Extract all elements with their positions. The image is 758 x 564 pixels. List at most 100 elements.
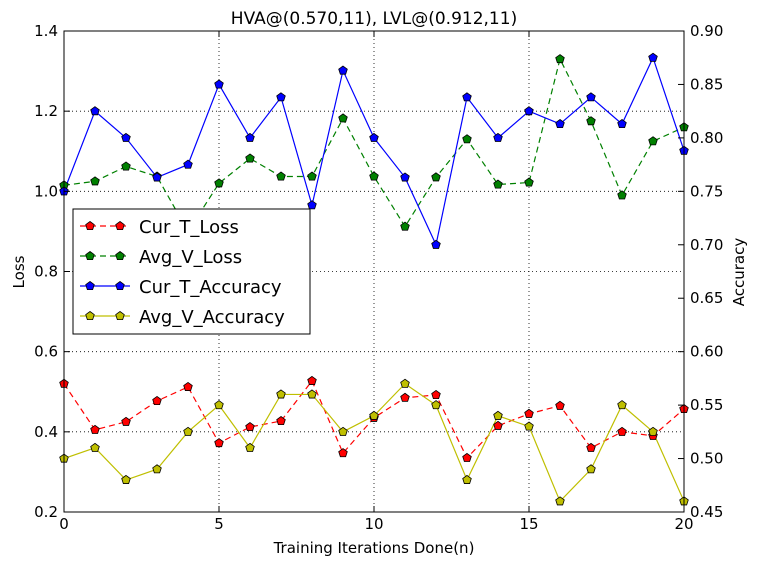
- data-point-cur-t-loss: [524, 408, 534, 418]
- data-point-cur-t-accuracy: [121, 132, 131, 142]
- data-point-cur-t-accuracy: [152, 172, 162, 182]
- y-right-tick-label: 0.75: [690, 182, 723, 200]
- chart-title: HVA@(0.570,11), LVL@(0.912,11): [231, 9, 517, 29]
- data-point-cur-t-loss: [338, 448, 348, 458]
- data-point-avg-v-accuracy: [307, 389, 317, 399]
- data-point-avg-v-loss: [307, 171, 317, 181]
- data-point-cur-t-loss: [183, 381, 193, 391]
- legend: Cur_T_Loss Avg_V_Loss Cur_T_Accuracy Avg_V_…: [72, 208, 311, 335]
- y-left-tick-label: 1.0: [34, 182, 58, 200]
- x-tick-label: 20: [674, 515, 693, 533]
- data-point-avg-v-loss: [462, 134, 472, 144]
- data-point-avg-v-accuracy: [462, 474, 472, 484]
- data-point-cur-t-accuracy: [524, 106, 534, 116]
- data-point-cur-t-loss: [431, 389, 441, 400]
- y-right-tick-label: 0.55: [690, 396, 723, 414]
- data-point-cur-t-accuracy: [431, 239, 441, 249]
- data-point-avg-v-loss: [245, 153, 255, 163]
- data-point-avg-v-loss: [369, 171, 379, 181]
- data-point-cur-t-accuracy: [462, 92, 472, 102]
- data-point-avg-v-accuracy: [90, 442, 100, 452]
- data-point-cur-t-accuracy: [369, 132, 379, 142]
- series-line-avg-v-loss: [64, 57, 684, 233]
- data-point-cur-t-accuracy: [307, 200, 317, 210]
- data-point-avg-v-accuracy: [338, 426, 348, 436]
- data-point-cur-t-loss: [617, 426, 627, 436]
- x-tick-label: 10: [364, 515, 383, 533]
- data-point-avg-v-loss: [524, 177, 534, 187]
- y-left-tick-label: 0.8: [34, 263, 58, 281]
- data-point-cur-t-loss: [307, 375, 317, 385]
- data-point-avg-v-accuracy: [276, 389, 286, 399]
- data-point-avg-v-accuracy: [493, 410, 503, 420]
- legend-marker: [115, 281, 125, 291]
- data-point-cur-t-loss: [493, 420, 503, 430]
- data-point-avg-v-accuracy: [369, 410, 379, 420]
- data-point-avg-v-loss: [338, 113, 348, 123]
- legend-label-avg-v-loss: Avg_V_Loss: [139, 247, 242, 268]
- y-left-tick-label: 1.2: [34, 102, 58, 120]
- legend-label-avg-v-accuracy: Avg_V_Accuracy: [139, 307, 285, 328]
- y-right-tick-label: 0.65: [690, 289, 723, 307]
- data-point-avg-v-accuracy: [431, 400, 441, 410]
- data-point-cur-t-loss: [152, 395, 162, 406]
- data-point-cur-t-accuracy: [245, 132, 255, 142]
- y-right-tick-label: 0.70: [690, 236, 723, 254]
- data-point-avg-v-accuracy: [617, 400, 627, 410]
- data-point-avg-v-loss: [648, 136, 658, 146]
- data-point-cur-t-loss: [462, 452, 472, 462]
- data-point-cur-t-accuracy: [555, 118, 565, 129]
- data-point-cur-t-accuracy: [90, 106, 100, 116]
- data-point-cur-t-accuracy: [648, 52, 658, 62]
- ticks: 0 5 10 15 20 0.2 0.4 0.6 0.8 1.0 1.2 1.4 0.45 0.50 0.5…: [34, 22, 723, 533]
- y-right-tick-label: 0.50: [690, 450, 723, 468]
- legend-label-cur-t-accuracy: Cur_T_Accuracy: [139, 277, 282, 298]
- y-right-tick-label: 0.85: [690, 75, 723, 93]
- data-point-cur-t-loss: [214, 438, 224, 448]
- data-point-avg-v-loss: [121, 161, 131, 171]
- data-point-avg-v-accuracy: [214, 400, 224, 410]
- legend-marker: [85, 311, 95, 321]
- data-point-avg-v-loss: [493, 179, 503, 189]
- data-point-cur-t-accuracy: [493, 132, 503, 142]
- data-point-avg-v-accuracy: [586, 464, 596, 474]
- legend-marker: [85, 251, 95, 261]
- data-point-avg-v-loss: [555, 54, 565, 64]
- y-axis-left-label: Loss: [10, 255, 28, 288]
- x-tick-label: 0: [59, 515, 69, 533]
- data-point-cur-t-loss: [121, 416, 131, 426]
- data-point-avg-v-loss: [400, 221, 410, 231]
- data-point-cur-t-loss: [245, 422, 255, 432]
- y-left-tick-label: 1.4: [34, 22, 58, 40]
- data-point-avg-v-accuracy: [152, 464, 162, 474]
- data-point-cur-t-accuracy: [400, 172, 410, 182]
- y-left-tick-label: 0.4: [34, 423, 58, 441]
- x-axis-label: Training Iterations Done(n): [273, 539, 475, 557]
- data-point-avg-v-loss: [586, 116, 596, 126]
- data-point-cur-t-loss: [90, 424, 100, 434]
- data-point-avg-v-accuracy: [555, 496, 565, 506]
- legend-box: [72, 208, 311, 335]
- data-point-cur-t-loss: [400, 392, 410, 402]
- data-point-cur-t-accuracy: [214, 79, 224, 89]
- x-tick-label: 15: [519, 515, 538, 533]
- data-point-cur-t-loss: [276, 416, 286, 426]
- data-point-avg-v-accuracy: [648, 426, 658, 436]
- y-axis-right-label: Accuracy: [730, 238, 748, 307]
- data-point-cur-t-accuracy: [183, 159, 193, 169]
- legend-label-cur-t-loss: Cur_T_Loss: [139, 217, 239, 238]
- data-point-avg-v-accuracy: [121, 474, 131, 484]
- y-right-tick-label: 0.60: [690, 343, 723, 361]
- legend-marker: [115, 251, 125, 261]
- legend-marker: [85, 281, 95, 291]
- data-point-avg-v-loss: [617, 190, 627, 200]
- legend-marker: [115, 221, 125, 231]
- data-point-avg-v-accuracy: [245, 442, 255, 452]
- data-point-cur-t-accuracy: [338, 65, 348, 75]
- legend-marker: [85, 221, 95, 231]
- data-point-avg-v-accuracy: [524, 421, 534, 431]
- data-point-cur-t-loss: [586, 442, 596, 452]
- data-point-avg-v-accuracy: [400, 378, 410, 388]
- y-right-tick-label: 0.80: [690, 129, 723, 147]
